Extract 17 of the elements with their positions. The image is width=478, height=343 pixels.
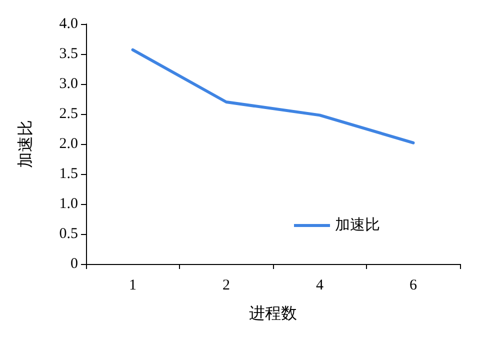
x-tick-label: 1	[129, 278, 136, 294]
y-tick-label: 2.5	[59, 106, 78, 122]
line-series	[131, 48, 415, 144]
y-tick-label: 1.5	[59, 166, 78, 182]
y-tick-label: 3.0	[59, 76, 78, 92]
x-tick-label: 2	[222, 278, 230, 294]
y-tick-label: 0	[70, 256, 78, 272]
y-tick-label: 1.0	[59, 196, 78, 212]
x-tick-label: 4	[316, 278, 324, 294]
legend-label: 加速比	[335, 216, 380, 234]
y-axis-title: 加速比	[16, 120, 34, 168]
y-tick-label: 3.5	[59, 46, 78, 62]
y-tick-label: 2.0	[59, 136, 78, 152]
y-tick-label: 0.5	[59, 226, 78, 242]
x-tick-label: 6	[410, 278, 418, 294]
y-tick-label: 4.0	[59, 16, 78, 32]
x-axis-title: 进程数	[249, 304, 297, 322]
